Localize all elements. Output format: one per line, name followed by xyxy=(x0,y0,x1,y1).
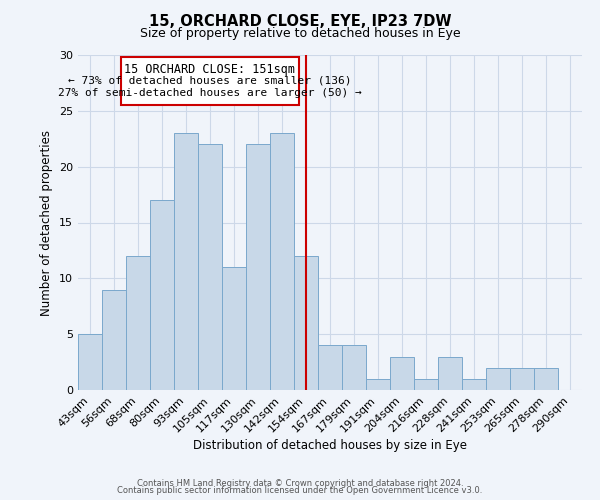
Bar xyxy=(486,368,510,390)
Bar xyxy=(462,379,486,390)
Text: 15 ORCHARD CLOSE: 151sqm: 15 ORCHARD CLOSE: 151sqm xyxy=(125,64,296,76)
Bar xyxy=(318,346,342,390)
Bar xyxy=(414,379,438,390)
Bar xyxy=(294,256,318,390)
Bar xyxy=(198,144,222,390)
Text: ← 73% of detached houses are smaller (136): ← 73% of detached houses are smaller (13… xyxy=(68,76,352,86)
Text: Contains HM Land Registry data © Crown copyright and database right 2024.: Contains HM Land Registry data © Crown c… xyxy=(137,478,463,488)
Bar xyxy=(510,368,534,390)
Bar xyxy=(246,144,270,390)
Text: Size of property relative to detached houses in Eye: Size of property relative to detached ho… xyxy=(140,28,460,40)
Bar xyxy=(102,290,126,390)
Bar xyxy=(534,368,558,390)
FancyBboxPatch shape xyxy=(121,57,299,106)
Bar xyxy=(390,356,414,390)
Bar xyxy=(366,379,390,390)
X-axis label: Distribution of detached houses by size in Eye: Distribution of detached houses by size … xyxy=(193,440,467,452)
Bar xyxy=(270,133,294,390)
Bar xyxy=(150,200,174,390)
Bar xyxy=(126,256,150,390)
Y-axis label: Number of detached properties: Number of detached properties xyxy=(40,130,53,316)
Bar xyxy=(438,356,462,390)
Bar xyxy=(174,133,198,390)
Text: 15, ORCHARD CLOSE, EYE, IP23 7DW: 15, ORCHARD CLOSE, EYE, IP23 7DW xyxy=(149,14,451,29)
Text: Contains public sector information licensed under the Open Government Licence v3: Contains public sector information licen… xyxy=(118,486,482,495)
Bar xyxy=(78,334,102,390)
Text: 27% of semi-detached houses are larger (50) →: 27% of semi-detached houses are larger (… xyxy=(58,88,362,98)
Bar xyxy=(342,346,366,390)
Bar xyxy=(222,267,246,390)
